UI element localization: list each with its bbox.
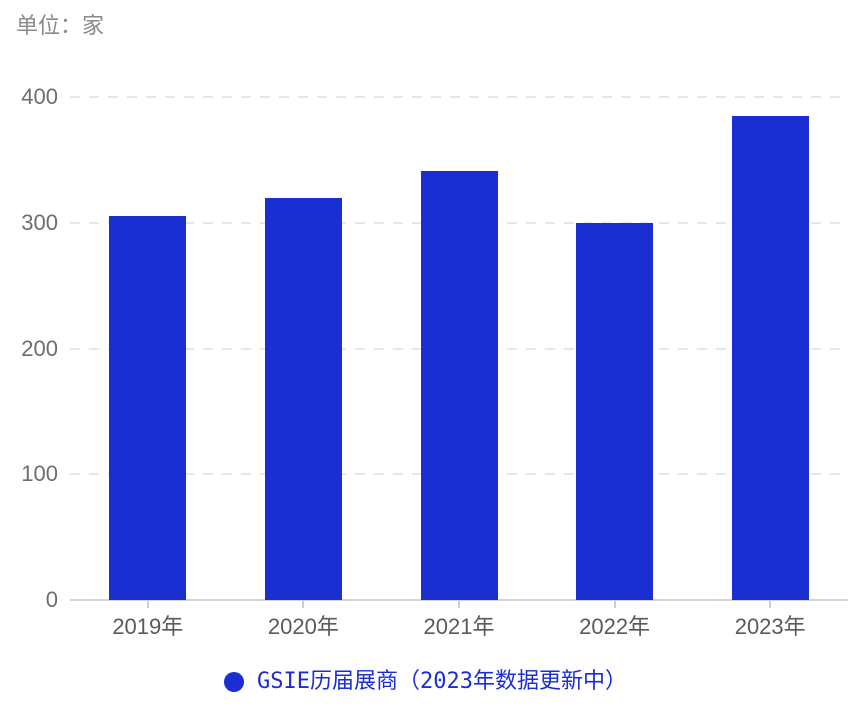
bar-2019年[interactable] (109, 216, 187, 600)
y-axis-tick-label: 0 (45, 587, 58, 612)
x-axis-tick-label: 2022年 (579, 614, 651, 639)
bar-2020年[interactable] (264, 197, 342, 600)
x-axis-tick-label: 2020年 (267, 614, 339, 639)
x-axis-tick (458, 601, 460, 608)
bar-2021年[interactable] (420, 171, 498, 600)
x-axis-tick (146, 601, 149, 608)
unit-label: 单位：家 (16, 13, 105, 38)
x-axis-tick (302, 601, 305, 608)
bar-2022年[interactable] (576, 222, 654, 600)
x-axis-tick (769, 601, 772, 608)
x-axis-tick-label: 2021年 (423, 614, 495, 639)
y-axis-tick-label: 400 (21, 84, 58, 109)
legend-circle-icon (224, 672, 245, 692)
y-axis-tick-label: 200 (21, 335, 58, 361)
x-axis-tick-label: 2019年 (112, 614, 184, 639)
x-axis-tick (613, 601, 616, 608)
plot-area: 0 100 200 300 400 2019年 2020年 2021年 2022年 2023年 (21, 84, 848, 639)
y-axis-tick-label: 300 (21, 209, 58, 235)
legend-item[interactable]: GSIE历届展商（2023年数据更新中） (0, 668, 851, 696)
bar-2023年[interactable] (731, 115, 809, 600)
x-axis-tick-label: 2023年 (734, 614, 806, 639)
x-axis-line (70, 599, 848, 601)
legend-label: GSIE历届展商（2023年数据更新中） (257, 669, 627, 694)
gridline-400 (70, 96, 848, 98)
y-axis-tick-label: 100 (21, 461, 58, 487)
